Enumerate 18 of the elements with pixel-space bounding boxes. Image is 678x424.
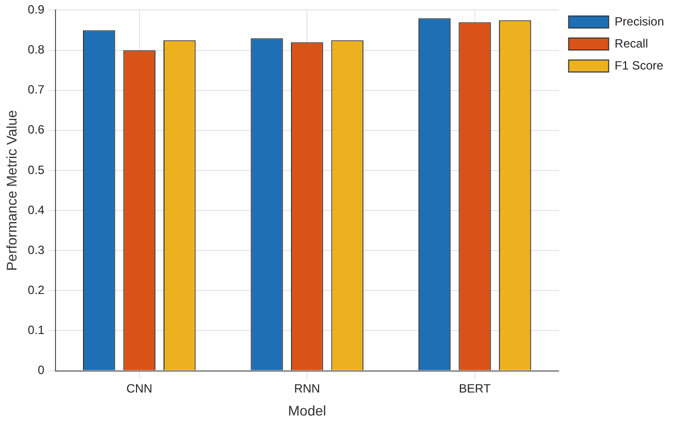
y-tick-label: 0.8 bbox=[28, 42, 45, 57]
y-tick-label: 0.1 bbox=[28, 323, 45, 338]
y-tick-label: 0.7 bbox=[28, 82, 45, 97]
x-tick-label: BERT bbox=[458, 381, 492, 396]
y-tick-label: 0.4 bbox=[28, 202, 45, 217]
legend-label: Recall bbox=[614, 36, 648, 50]
y-tick-label: 0.3 bbox=[28, 242, 45, 257]
legend-label: Precision bbox=[614, 14, 664, 28]
y-tick-label: 0.5 bbox=[28, 162, 45, 177]
y-tick-label: 0.6 bbox=[28, 122, 45, 137]
x-tick-label: CNN bbox=[126, 381, 152, 396]
y-tick-label: 0.2 bbox=[28, 282, 45, 297]
y-tick-label: 0 bbox=[38, 363, 45, 378]
legend-label: F1 Score bbox=[614, 58, 664, 72]
x-axis-title: Model bbox=[288, 402, 326, 418]
y-tick-label: 0.9 bbox=[28, 2, 45, 17]
x-tick-label: RNN bbox=[294, 381, 320, 396]
y-axis-title: Performance Metric Value bbox=[3, 110, 20, 271]
